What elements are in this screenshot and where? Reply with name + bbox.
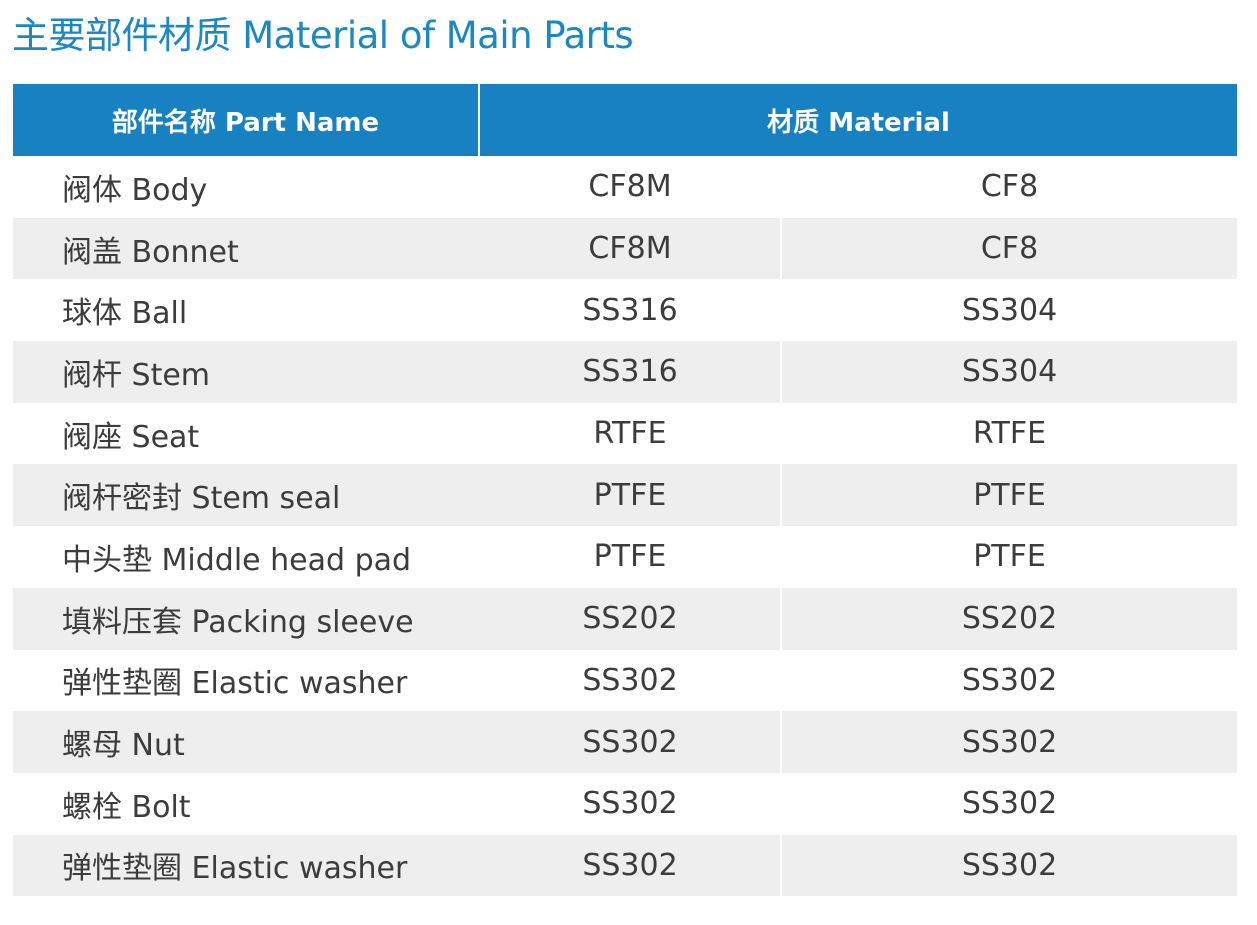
material-cell-2: SS302 (961, 786, 1058, 822)
material-cell-1: PTFE (480, 464, 782, 527)
part-name-cell: 阀体 Body (62, 172, 208, 208)
part-name-cell: 球体 Ball (62, 296, 188, 332)
material-cell-2: SS304 (961, 292, 1058, 328)
material-cell-2: PTFE (782, 464, 1238, 527)
part-name-cell: 弹性垫圈 Elastic washer (13, 834, 480, 897)
material-cell-1: SS302 (480, 772, 782, 835)
table-row: 阀杆 Stem SS316 SS304 (13, 341, 1238, 403)
material-cell-2: SS302 (961, 662, 1058, 698)
table-row: 填料压套 Packing sleeve SS202 SS202 (13, 587, 1238, 650)
material-cell-1: SS202 (480, 587, 782, 650)
material-cell-1: SS302 (480, 649, 782, 712)
table-body: 阀体 Body CF8M CF8 阀盖 Bonnet CF8M CF8 球体 B… (13, 156, 1238, 897)
table-row: 弹性垫圈 Elastic washer SS302 SS302 (13, 649, 1237, 712)
material-cell-1: PTFE (480, 526, 782, 588)
material-cell-2: SS302 (782, 711, 1238, 773)
material-cell-2: SS202 (782, 587, 1238, 650)
table-row: 球体 Ball SS316 SS304 (13, 279, 1237, 342)
column-header-part-name: 部件名称 Part Name (13, 84, 480, 156)
page-title: 主要部件材质 Material of Main Parts (12, 14, 634, 57)
table-row: 阀盖 Bonnet CF8M CF8 (13, 217, 1238, 280)
part-name-cell: 螺母 Nut (13, 711, 480, 773)
table-row: 螺栓 Bolt SS302 SS302 (13, 772, 1237, 835)
table-row: 阀座 Seat RTFE RTFE (13, 402, 1237, 465)
part-name-cell: 阀座 Seat (62, 419, 200, 455)
material-cell-1: SS302 (480, 834, 782, 897)
material-cell-2: CF8 (782, 217, 1238, 280)
material-cell-1: CF8M (480, 217, 782, 280)
part-name-cell: 螺栓 Bolt (62, 789, 191, 825)
part-name-cell: 中头垫 Middle head pad (62, 542, 412, 578)
part-name-cell: 填料压套 Packing sleeve (13, 587, 480, 650)
material-cell-1: SS316 (480, 341, 782, 403)
part-name-cell: 弹性垫圈 Elastic washer (62, 666, 408, 702)
part-name-cell: 阀盖 Bonnet (13, 217, 480, 280)
materials-table: 部件名称 Part Name 材质 Material 阀体 Body CF8M … (13, 84, 1238, 897)
material-cell-2: CF8 (980, 169, 1039, 205)
material-cell-2: SS302 (782, 834, 1238, 897)
table-row: 弹性垫圈 Elastic washer SS302 SS302 (13, 834, 1238, 897)
material-cell-1: SS316 (480, 279, 782, 342)
material-cell-2: PTFE (973, 539, 1046, 575)
table-row: 阀杆密封 Stem seal PTFE PTFE (13, 464, 1238, 527)
table-header: 部件名称 Part Name 材质 Material (13, 84, 1238, 156)
table-row: 中头垫 Middle head pad PTFE PTFE (13, 526, 1237, 588)
table-row: 螺母 Nut SS302 SS302 (13, 711, 1238, 773)
material-cell-1: SS302 (480, 711, 782, 773)
column-header-material: 材质 Material (480, 84, 1238, 156)
part-name-cell: 阀杆 Stem (13, 341, 480, 403)
material-cell-1: CF8M (480, 156, 782, 218)
header-row: 部件名称 Part Name 材质 Material (13, 84, 1238, 156)
part-name-cell: 阀杆密封 Stem seal (13, 464, 480, 527)
material-cell-1: RTFE (480, 402, 782, 465)
table-row: 阀体 Body CF8M CF8 (13, 156, 1237, 218)
material-cell-2: RTFE (972, 416, 1047, 452)
material-cell-2: SS304 (782, 341, 1238, 403)
